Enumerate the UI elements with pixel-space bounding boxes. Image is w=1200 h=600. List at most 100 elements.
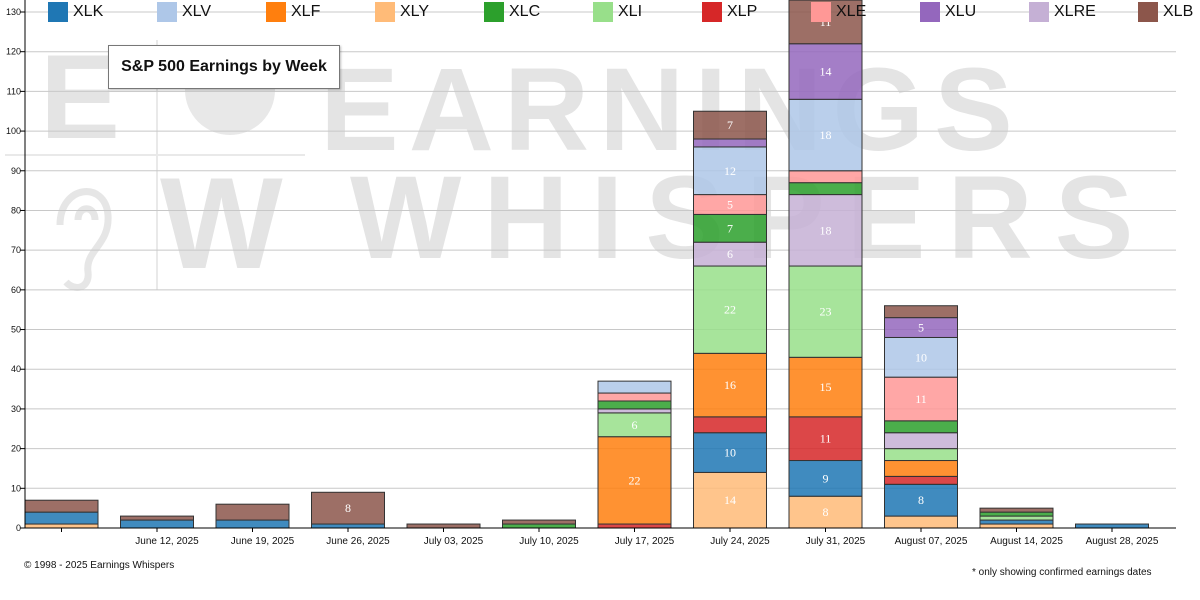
bar-value-label: 23 (820, 305, 832, 319)
bar-segment-xli (884, 448, 958, 462)
bar-segment-xlf (597, 436, 672, 525)
legend-swatch (157, 2, 177, 22)
bar-segment-xli (979, 515, 1054, 521)
y-tick-label: 100 (6, 126, 21, 136)
bar-segment-xlv (884, 336, 958, 378)
bar-value-label: 18 (820, 223, 832, 237)
legend-swatch (1029, 2, 1049, 22)
bar-segment-xlf (788, 356, 863, 418)
x-tick-label: July 17, 2025 (615, 536, 675, 547)
copyright-text: © 1998 - 2025 Earnings Whispers (24, 560, 175, 571)
x-tick-label: June 12, 2025 (135, 536, 199, 547)
legend-item-xlb: XLB (1138, 1, 1193, 23)
legend-item-xlv: XLV (157, 1, 211, 23)
bar-value-label: 5 (727, 198, 733, 212)
bar-segment-xlk (311, 523, 385, 529)
bar-value-label: 16 (724, 378, 736, 392)
bar-value-label: 7 (727, 221, 733, 235)
legend-item-xle: XLE (811, 1, 866, 23)
bar-value-label: 8 (345, 501, 351, 515)
legend-label: XLV (182, 3, 212, 20)
legend-label: XLK (73, 3, 104, 20)
bar-value-label: 10 (915, 350, 927, 364)
x-tick-label: July 31, 2025 (806, 536, 866, 547)
bar-segment-xly (884, 515, 958, 529)
y-tick-label: 120 (6, 47, 21, 57)
bar-value-label: 8 (823, 505, 829, 519)
legend-label: XLP (727, 3, 758, 20)
bar-segment-xlk (24, 511, 99, 525)
legend-item-xlf: XLF (266, 1, 320, 23)
bar-value-label: 9 (823, 471, 829, 485)
legend-item-xlk: XLK (48, 1, 103, 23)
y-tick-label: 70 (11, 245, 21, 255)
legend-label: XLI (618, 3, 643, 20)
bar-segment-xlc (788, 182, 863, 196)
bar-segment-xlk (884, 483, 958, 517)
bar-value-label: 22 (724, 303, 736, 317)
bar-value-label: 7 (727, 118, 733, 132)
bar-segment-xlb (215, 503, 290, 521)
bar-segment-xlc (693, 213, 767, 243)
legend-swatch (811, 2, 831, 22)
bar-segment-xly (979, 523, 1054, 529)
bar-segment-xlv (788, 98, 863, 172)
bar-segment-xlb (502, 519, 576, 525)
y-tick-label: 90 (11, 166, 21, 176)
legend-swatch (920, 2, 940, 22)
bar-segment-xlk (215, 519, 290, 529)
bar-segment-xlc (884, 420, 958, 434)
x-axis: June 12, 2025 June 19, 2025 June 26, 2025 J… (21, 527, 1176, 547)
bar-value-label: 15 (820, 380, 832, 394)
bar-segment-xlk (788, 460, 863, 497)
y-tick-label: 60 (11, 285, 21, 295)
bar-value-label: 14 (820, 65, 832, 79)
bar-value-label: 22 (629, 473, 641, 487)
chart-title: S&P 500 Earnings by Week (108, 45, 340, 89)
bar-segment-xlu (693, 138, 767, 148)
x-tick-label: June 19, 2025 (231, 536, 295, 547)
bar-segment-xlb (884, 305, 958, 319)
bar-segment-xlv (693, 146, 767, 196)
x-tick-label: July 10, 2025 (519, 536, 579, 547)
bar-segment-xlc (502, 523, 576, 529)
legend-swatch (266, 2, 286, 22)
bar-value-label: 6 (632, 418, 638, 432)
legend-label: XLE (836, 3, 867, 20)
bar-segment-xle (788, 170, 863, 184)
legend-label: XLC (509, 3, 541, 20)
x-tick-label: August 28, 2025 (1086, 536, 1159, 547)
legend-item-xlp: XLP (702, 1, 757, 23)
bar-segment-xlb (311, 491, 385, 525)
bar-segment-xli (693, 265, 767, 354)
legend-label: XLRE (1054, 3, 1096, 20)
legend-item-xly: XLY (375, 1, 429, 23)
bar-stacks: 8226141016226751278911152318181411811105 (24, 0, 1149, 529)
bar-segment-xly (24, 523, 99, 529)
bar-segment-xlre (597, 408, 672, 414)
y-tick-label: 50 (11, 325, 21, 335)
bar-segment-xlb (979, 507, 1054, 513)
bar-segment-xly (788, 495, 863, 529)
legend-swatch (484, 2, 504, 22)
bar-value-label: 11 (820, 432, 832, 446)
y-tick-label: 30 (11, 404, 21, 414)
legend-label: XLB (1163, 3, 1194, 20)
bar-segment-xlp (597, 523, 672, 529)
y-tick-label: 0 (16, 523, 21, 533)
legend-swatch (48, 2, 68, 22)
legend-swatch (702, 2, 722, 22)
bar-segment-xlk (1075, 523, 1149, 529)
legend-swatch (593, 2, 613, 22)
bar-value-label: 18 (820, 128, 832, 142)
bar-segment-xlk (693, 432, 767, 473)
legend-label: XLY (400, 3, 430, 20)
bar-segment-xle (884, 376, 958, 422)
bar-segment-xlk (979, 519, 1054, 525)
y-tick-label: 20 (11, 444, 21, 454)
bar-segment-xlp (884, 475, 958, 485)
bar-value-label: 6 (727, 247, 733, 261)
bar-segment-xlp (693, 416, 767, 434)
bar-segment-xlc (979, 511, 1054, 517)
x-tick-label: July 24, 2025 (710, 536, 770, 547)
